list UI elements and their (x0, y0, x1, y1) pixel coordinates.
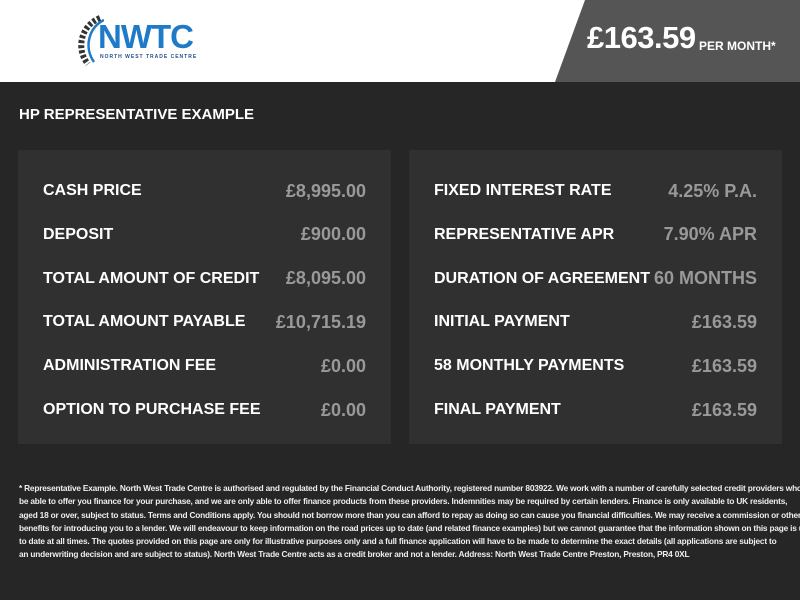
finance-value: £163.59 (691, 399, 757, 420)
page-title: HP REPRESENTATIVE EXAMPLE (19, 106, 255, 123)
disclaimer-line: * Representative Example. North West Tra… (19, 483, 800, 493)
disclaimer-line: be able to offer you finance for your pu… (19, 496, 788, 507)
finance-row: TOTAL AMOUNT OF CREDIT £8,095.00 (43, 268, 366, 289)
nwtc-logo[interactable]: NWTC NORTH WEST TRADE CENTRE (74, 14, 204, 66)
finance-value: £163.59 (691, 311, 757, 332)
finance-row: INITIAL PAYMENT £163.59 (434, 312, 757, 332)
finance-row: ADMINISTRATION FEE £0.00 (43, 356, 366, 376)
finance-label: CASH PRICE (43, 182, 142, 199)
monthly-price: £163.59 (587, 20, 696, 55)
tyre-icon (78, 15, 104, 66)
disclaimer-line: aged 18 or over, subject to status. Term… (19, 509, 800, 520)
finance-label: OPTION TO PURCHASE FEE (43, 401, 261, 418)
finance-label: FINAL PAYMENT (434, 401, 561, 418)
disclaimer-line: to date at all times. The quotes provide… (19, 536, 777, 547)
finance-value: £900.00 (300, 224, 366, 245)
finance-label: ADMINISTRATION FEE (43, 357, 217, 375)
finance-row: OPTION TO PURCHASE FEE £0.00 (43, 400, 366, 420)
finance-label: DEPOSIT (43, 225, 114, 243)
finance-label: REPRESENTATIVE APR (434, 225, 615, 243)
logo-text: NWTC (98, 18, 194, 55)
finance-row: TOTAL AMOUNT PAYABLE £10,715.19 (43, 312, 366, 332)
finance-value: £8,095.00 (285, 268, 366, 289)
finance-value: 4.25% P.A. (668, 180, 757, 201)
finance-value: 60 MONTHS (653, 268, 757, 289)
finance-row: DEPOSIT £900.00 (43, 224, 366, 245)
finance-panel-right: FIXED INTEREST RATE 4.25% P.A. REPRESENTAT… (409, 150, 782, 444)
finance-row: REPRESENTATIVE APR 7.90% APR (434, 224, 757, 245)
finance-panel-left: CASH PRICE £8,995.00 DEPOSIT £900.00 TOTAL A… (18, 150, 391, 444)
finance-row: DURATION OF AGREEMENT 60 MONTHS (434, 268, 757, 289)
finance-value: £163.59 (691, 355, 757, 376)
finance-label: FIXED INTEREST RATE (434, 182, 612, 199)
finance-value: 7.90% APR (663, 224, 757, 245)
monthly-price-box: £163.59 PER MONTH* (555, 0, 800, 82)
disclaimer: * Representative Example. North West Tra… (19, 482, 800, 562)
finance-row: FIXED INTEREST RATE 4.25% P.A. (434, 181, 757, 201)
finance-value: £0.00 (320, 399, 366, 420)
finance-row: FINAL PAYMENT £163.59 (434, 400, 757, 420)
finance-value: £8,995.00 (285, 180, 366, 201)
finance-label: INITIAL PAYMENT (434, 313, 570, 331)
finance-row: 58 MONTHLY PAYMENTS £163.59 (434, 356, 757, 376)
finance-label: TOTAL AMOUNT PAYABLE (43, 313, 246, 331)
header-bar: NWTC NORTH WEST TRADE CENTRE £163.59 PER… (0, 0, 800, 82)
disclaimer-line: an underwriting decision and are subject… (19, 549, 690, 560)
finance-value: £0.00 (320, 355, 366, 376)
logo-subtitle: NORTH WEST TRADE CENTRE (100, 54, 198, 60)
finance-row: CASH PRICE £8,995.00 (43, 181, 366, 201)
finance-label: TOTAL AMOUNT OF CREDIT (43, 269, 260, 287)
finance-label: 58 MONTHLY PAYMENTS (434, 357, 625, 375)
per-month-label: PER MONTH* (699, 39, 776, 53)
finance-value: £10,715.19 (275, 311, 366, 332)
disclaimer-line: benefits for introducing you to a lender… (19, 522, 800, 533)
finance-label: DURATION OF AGREEMENT (434, 269, 650, 287)
